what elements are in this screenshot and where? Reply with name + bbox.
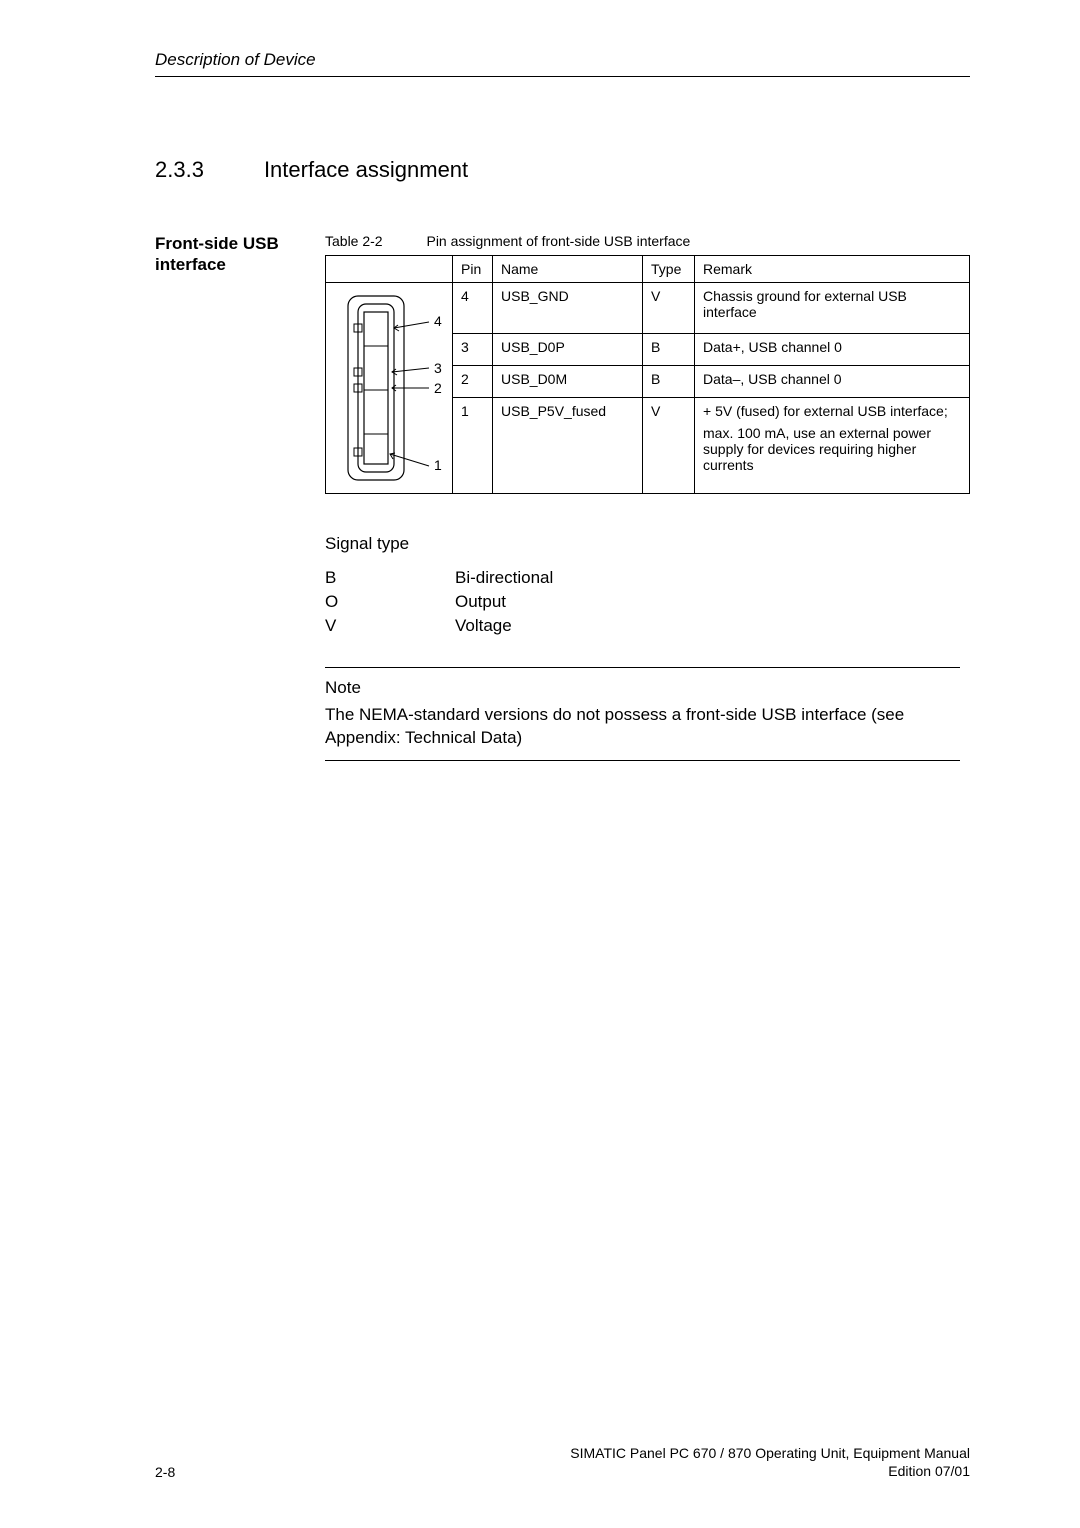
col-diagram-header	[326, 256, 453, 283]
cell-pin: 4	[453, 283, 493, 334]
table-caption: Table 2-2 Pin assignment of front-side U…	[325, 233, 970, 249]
signal-row: B Bi-directional	[325, 566, 970, 590]
pin-label-2: 2	[434, 380, 442, 396]
cell-type: V	[643, 397, 695, 493]
cell-pin: 2	[453, 365, 493, 397]
col-pin-header: Pin	[453, 256, 493, 283]
heading-number: 2.3.3	[155, 157, 204, 183]
cell-type: B	[643, 365, 695, 397]
note-box: Note The NEMA-standard versions do not p…	[325, 667, 960, 761]
col-name-header: Name	[493, 256, 643, 283]
pin-label-1: 1	[434, 457, 442, 473]
cell-name: USB_D0P	[493, 333, 643, 365]
cell-remark: Data+, USB channel 0	[695, 333, 970, 365]
footer-edition: Edition 07/01	[570, 1463, 970, 1481]
note-body: The NEMA-standard versions do not posses…	[325, 704, 960, 750]
signal-type-section: Signal type B Bi-directional O Output V …	[325, 534, 970, 637]
cell-name: USB_D0M	[493, 365, 643, 397]
signal-meaning: Output	[455, 590, 506, 614]
col-type-header: Type	[643, 256, 695, 283]
page-footer: 2-8 SIMATIC Panel PC 670 / 870 Operating…	[155, 1445, 970, 1480]
table-caption-text: Pin assignment of front-side USB interfa…	[426, 233, 690, 249]
pin-assignment-table: Pin Name Type Remark	[325, 255, 970, 494]
cell-type: B	[643, 333, 695, 365]
cell-pin: 1	[453, 397, 493, 493]
connector-diagram-cell: 4 3 2 1	[326, 283, 453, 494]
pin-label-3: 3	[434, 360, 442, 376]
cell-name: USB_GND	[493, 283, 643, 334]
cell-type: V	[643, 283, 695, 334]
cell-remark: Data–, USB channel 0	[695, 365, 970, 397]
page-number: 2-8	[155, 1464, 175, 1480]
col-remark-header: Remark	[695, 256, 970, 283]
signal-code: O	[325, 590, 455, 614]
section-heading: 2.3.3 Interface assignment	[155, 157, 970, 183]
note-label: Note	[325, 678, 960, 698]
pin-label-4: 4	[434, 313, 442, 329]
cell-pin: 3	[453, 333, 493, 365]
signal-meaning: Voltage	[455, 614, 512, 638]
signal-meaning: Bi-directional	[455, 566, 553, 590]
heading-title: Interface assignment	[264, 157, 468, 183]
sidebar-subheading: Front-side USB interface	[155, 233, 305, 276]
signal-row: V Voltage	[325, 614, 970, 638]
table-block: Table 2-2 Pin assignment of front-side U…	[325, 233, 970, 494]
signal-row: O Output	[325, 590, 970, 614]
table-caption-label: Table 2-2	[325, 233, 383, 249]
cell-remark: + 5V (fused) for external USB interface;…	[695, 397, 970, 493]
signal-code: B	[325, 566, 455, 590]
signal-type-title: Signal type	[325, 534, 970, 554]
footer-manual-title: SIMATIC Panel PC 670 / 870 Operating Uni…	[570, 1445, 970, 1463]
table-row: 4 3 2 1 4 USB_GND V Chassis ground for e…	[326, 283, 970, 334]
signal-code: V	[325, 614, 455, 638]
running-header: Description of Device	[155, 50, 970, 77]
cell-remark: Chassis ground for external USB interfac…	[695, 283, 970, 334]
cell-name: USB_P5V_fused	[493, 397, 643, 493]
usb-connector-icon: 4 3 2 1	[334, 288, 444, 488]
